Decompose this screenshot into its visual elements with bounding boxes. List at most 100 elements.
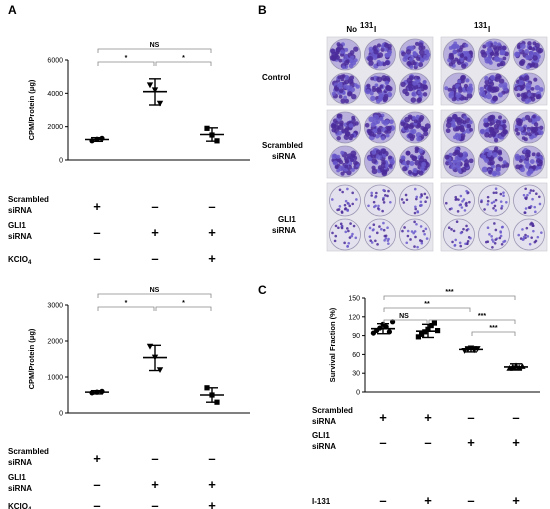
colony [528,242,532,246]
colony [500,60,506,66]
colony [368,235,372,238]
colony [486,203,490,206]
y-tick-label: 2000 [47,124,63,131]
colony [452,229,456,233]
significance-bracket [383,319,428,324]
data-point [89,138,95,144]
colony [347,241,351,245]
colony [423,232,426,236]
data-point [377,325,383,331]
colony [532,93,537,97]
colony [382,153,387,158]
colony [365,89,371,95]
colony [463,56,468,61]
colony [463,50,470,57]
data-point [99,388,105,394]
colony [424,200,427,203]
condition-label: Scrambled [8,447,49,456]
colony [462,198,466,201]
colony [337,226,340,230]
colony [448,207,452,211]
colony [337,81,343,87]
colony [461,166,467,173]
colony [372,200,376,204]
colony [493,56,500,62]
colony [416,136,422,142]
colony [351,232,354,236]
colony [494,191,498,195]
condition-label-line2: siRNA [8,458,32,467]
colony [406,61,412,66]
colony [402,160,407,166]
colony [468,120,473,125]
colony [444,154,450,160]
colony [350,234,354,238]
colony [415,222,418,226]
colony [530,129,536,134]
colony [371,165,376,170]
colony [425,237,429,240]
data-point [214,399,220,405]
colony [418,42,424,48]
colony [355,198,358,201]
data-point [467,345,475,352]
colony [536,235,540,239]
colony [527,98,532,103]
condition-sign: – [379,435,386,450]
colony [502,119,507,124]
colony [384,130,389,134]
colony [523,211,527,214]
colony [383,169,388,174]
colony [338,94,343,99]
colony [340,171,345,176]
colony [336,126,341,130]
condition-sign: – [93,477,100,492]
condition-sign: – [151,251,158,266]
colony [372,223,376,227]
colony [424,227,428,231]
condition-label: Scrambled [8,195,49,204]
colony [527,168,534,174]
y-tick-label: 2000 [47,339,63,346]
colony-col-head-i-1: I [374,25,376,34]
colony-plates [326,36,548,252]
data-point [89,390,95,396]
colony [411,128,417,135]
colony [466,57,472,63]
colony [335,120,340,125]
colony [534,210,537,214]
colony [384,60,390,66]
colony-col-head-no-text: No [346,25,357,34]
colony [340,210,344,213]
colony [353,160,358,166]
colony [409,65,414,69]
colony [401,229,404,233]
colony [454,238,458,242]
colony [338,205,342,208]
colony [344,127,349,133]
colony [455,127,460,132]
colony [400,155,406,160]
colony [380,227,383,231]
colony [533,122,539,127]
colony [536,152,541,157]
colony [498,126,503,131]
colony [331,153,338,160]
colony [425,196,429,199]
colony [518,76,523,81]
colony [520,92,526,98]
colony [487,47,493,53]
colony [498,83,503,88]
colony [468,200,471,204]
colony [456,159,462,165]
data-point [156,367,164,373]
colony [532,189,535,193]
colony [414,159,421,166]
colony [376,43,382,48]
colony-row-label-scrambled-2: siRNA [272,152,296,161]
colony [402,201,406,204]
colony [528,191,532,195]
colony [466,92,473,99]
